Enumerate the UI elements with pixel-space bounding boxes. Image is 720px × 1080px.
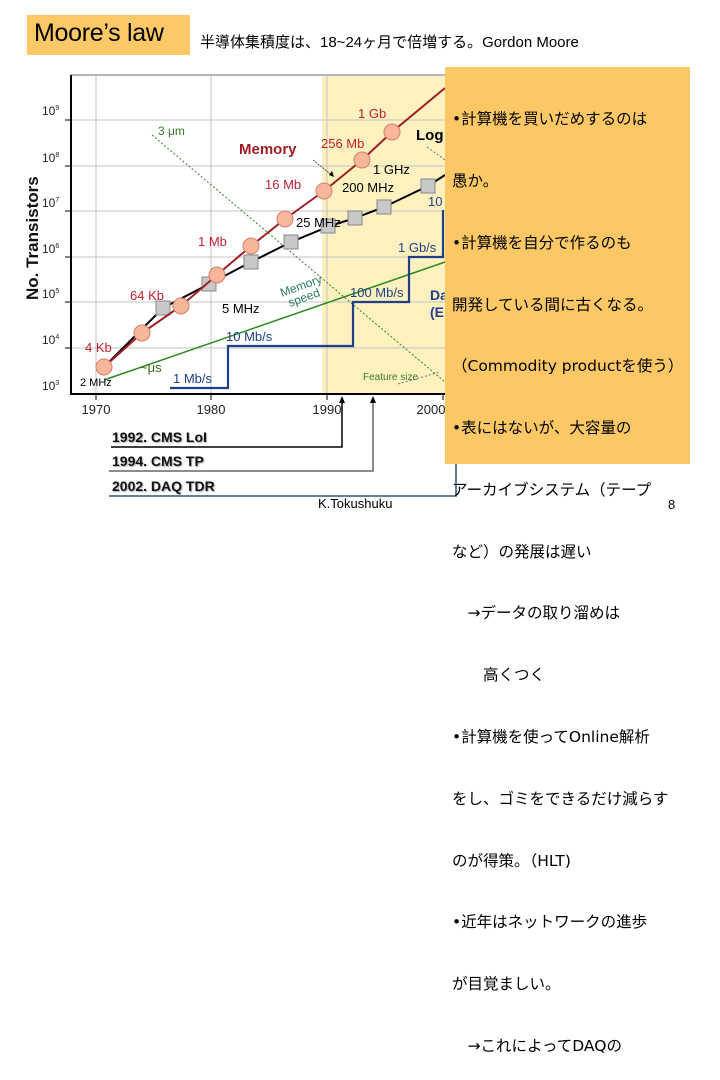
callout-line: など）の発展は遅い <box>452 542 592 561</box>
svg-text:Log: Log <box>416 127 444 144</box>
svg-text:106: 106 <box>42 242 59 256</box>
memory-markers <box>95 123 401 376</box>
callout-line: が目覚ましい。 <box>452 975 561 994</box>
svg-text:10: 10 <box>428 194 442 209</box>
svg-text:1990: 1990 <box>313 402 342 417</box>
callout-line: アーカイブシステム（テープ <box>452 480 652 499</box>
milestone-connectors <box>109 398 457 497</box>
svg-text:200 MHz: 200 MHz <box>342 180 394 195</box>
svg-text:3 μm: 3 μm <box>158 124 185 138</box>
svg-text:1970: 1970 <box>82 402 111 417</box>
svg-text:105: 105 <box>42 287 59 301</box>
processor-markers <box>155 178 436 316</box>
slide-title: Moore’s law <box>34 19 164 47</box>
y-tick-labels: 109 108 107 106 105 104 103 <box>42 104 59 393</box>
svg-text:4 Kb: 4 Kb <box>85 340 112 355</box>
callout-line: •計算機を買いだめするのは <box>452 110 648 129</box>
svg-text:1980: 1980 <box>197 402 226 417</box>
milestone-1992-cms-loi: 1992. CMS LoI <box>112 429 207 445</box>
svg-text:256 Mb: 256 Mb <box>321 136 364 151</box>
svg-text:1 GHz: 1 GHz <box>373 162 410 177</box>
daq-ethernet-line <box>170 210 445 390</box>
callout-line: （Commodity productを使う） <box>452 357 684 376</box>
callout-line: •近年はネットワークの進歩 <box>452 913 648 932</box>
memory-line <box>103 87 446 368</box>
slide-subtitle: 半導体集積度は、18~24ヶ月で倍増する。Gordon Moore <box>200 34 579 51</box>
svg-text:100 Mb/s: 100 Mb/s <box>350 285 404 300</box>
milestone-1994-cms-tp: 1994. CMS TP <box>112 453 204 469</box>
callout-text: •計算機を買いだめするのは 愚か。 •計算機を自分で作るのも 開発している間に古… <box>452 68 690 1080</box>
svg-text:16 Mb: 16 Mb <box>265 177 301 192</box>
callout-line: 開発している間に古くなる。 <box>452 295 654 314</box>
svg-text:5 MHz: 5 MHz <box>222 301 260 316</box>
highlight-band <box>322 75 445 394</box>
svg-text:1 Gb/s: 1 Gb/s <box>398 240 437 255</box>
moores-law-chart: 109 108 107 106 105 104 103 No. Transist… <box>23 74 457 497</box>
callout-line: →これによってDAQの <box>452 1036 622 1055</box>
svg-text:(E: (E <box>430 304 444 320</box>
svg-text:10 Mb/s: 10 Mb/s <box>226 329 273 344</box>
svg-text:104: 104 <box>42 333 59 347</box>
callout-box <box>445 67 690 464</box>
svg-text:64 Kb: 64 Kb <box>130 288 164 303</box>
svg-text:Memory: Memory <box>239 141 297 158</box>
svg-text:1 Mb/s: 1 Mb/s <box>173 371 213 386</box>
x-tick-labels: 1970 1980 1990 2000 <box>82 402 446 417</box>
callout-line: のが得策。（HLT) <box>452 851 571 870</box>
milestone-2002-daq-tdr: 2002. DAQ TDR <box>112 478 215 494</box>
svg-text:~μs: ~μs <box>140 360 162 375</box>
author-credit: K.Tokushuku <box>318 496 393 511</box>
svg-text:25 MHz: 25 MHz <box>296 215 341 230</box>
callout-line: 愚か。 <box>452 171 499 190</box>
svg-text:Da: Da <box>430 287 448 303</box>
callout-line: •計算機を使ってOnline解析 <box>452 728 650 746</box>
callout-line: •表にはないが、大容量の <box>452 419 632 438</box>
title-background <box>27 15 190 55</box>
svg-text:107: 107 <box>42 196 59 210</box>
callout-line: →データの取り溜めは <box>452 604 621 623</box>
callout-line: •計算機を自分で作るのも <box>452 233 632 252</box>
memory-speed-line <box>103 261 446 381</box>
processor-line <box>103 174 446 368</box>
svg-text:2000: 2000 <box>417 402 446 417</box>
svg-text:1 Mb: 1 Mb <box>198 234 227 249</box>
y-axis-label: No. Transistors <box>23 176 42 300</box>
svg-text:Feature size: Feature size <box>363 372 418 383</box>
svg-text:109: 109 <box>42 104 59 118</box>
svg-text:1 Gb: 1 Gb <box>358 106 386 121</box>
svg-text:103: 103 <box>42 379 59 393</box>
callout-line: をし、ゴミをできるだけ減らす <box>452 789 669 808</box>
callout-line: 高くつく <box>452 666 546 685</box>
page-number: 8 <box>668 497 676 512</box>
svg-text:2 MHz: 2 MHz <box>80 377 112 389</box>
svg-text:108: 108 <box>42 151 59 165</box>
